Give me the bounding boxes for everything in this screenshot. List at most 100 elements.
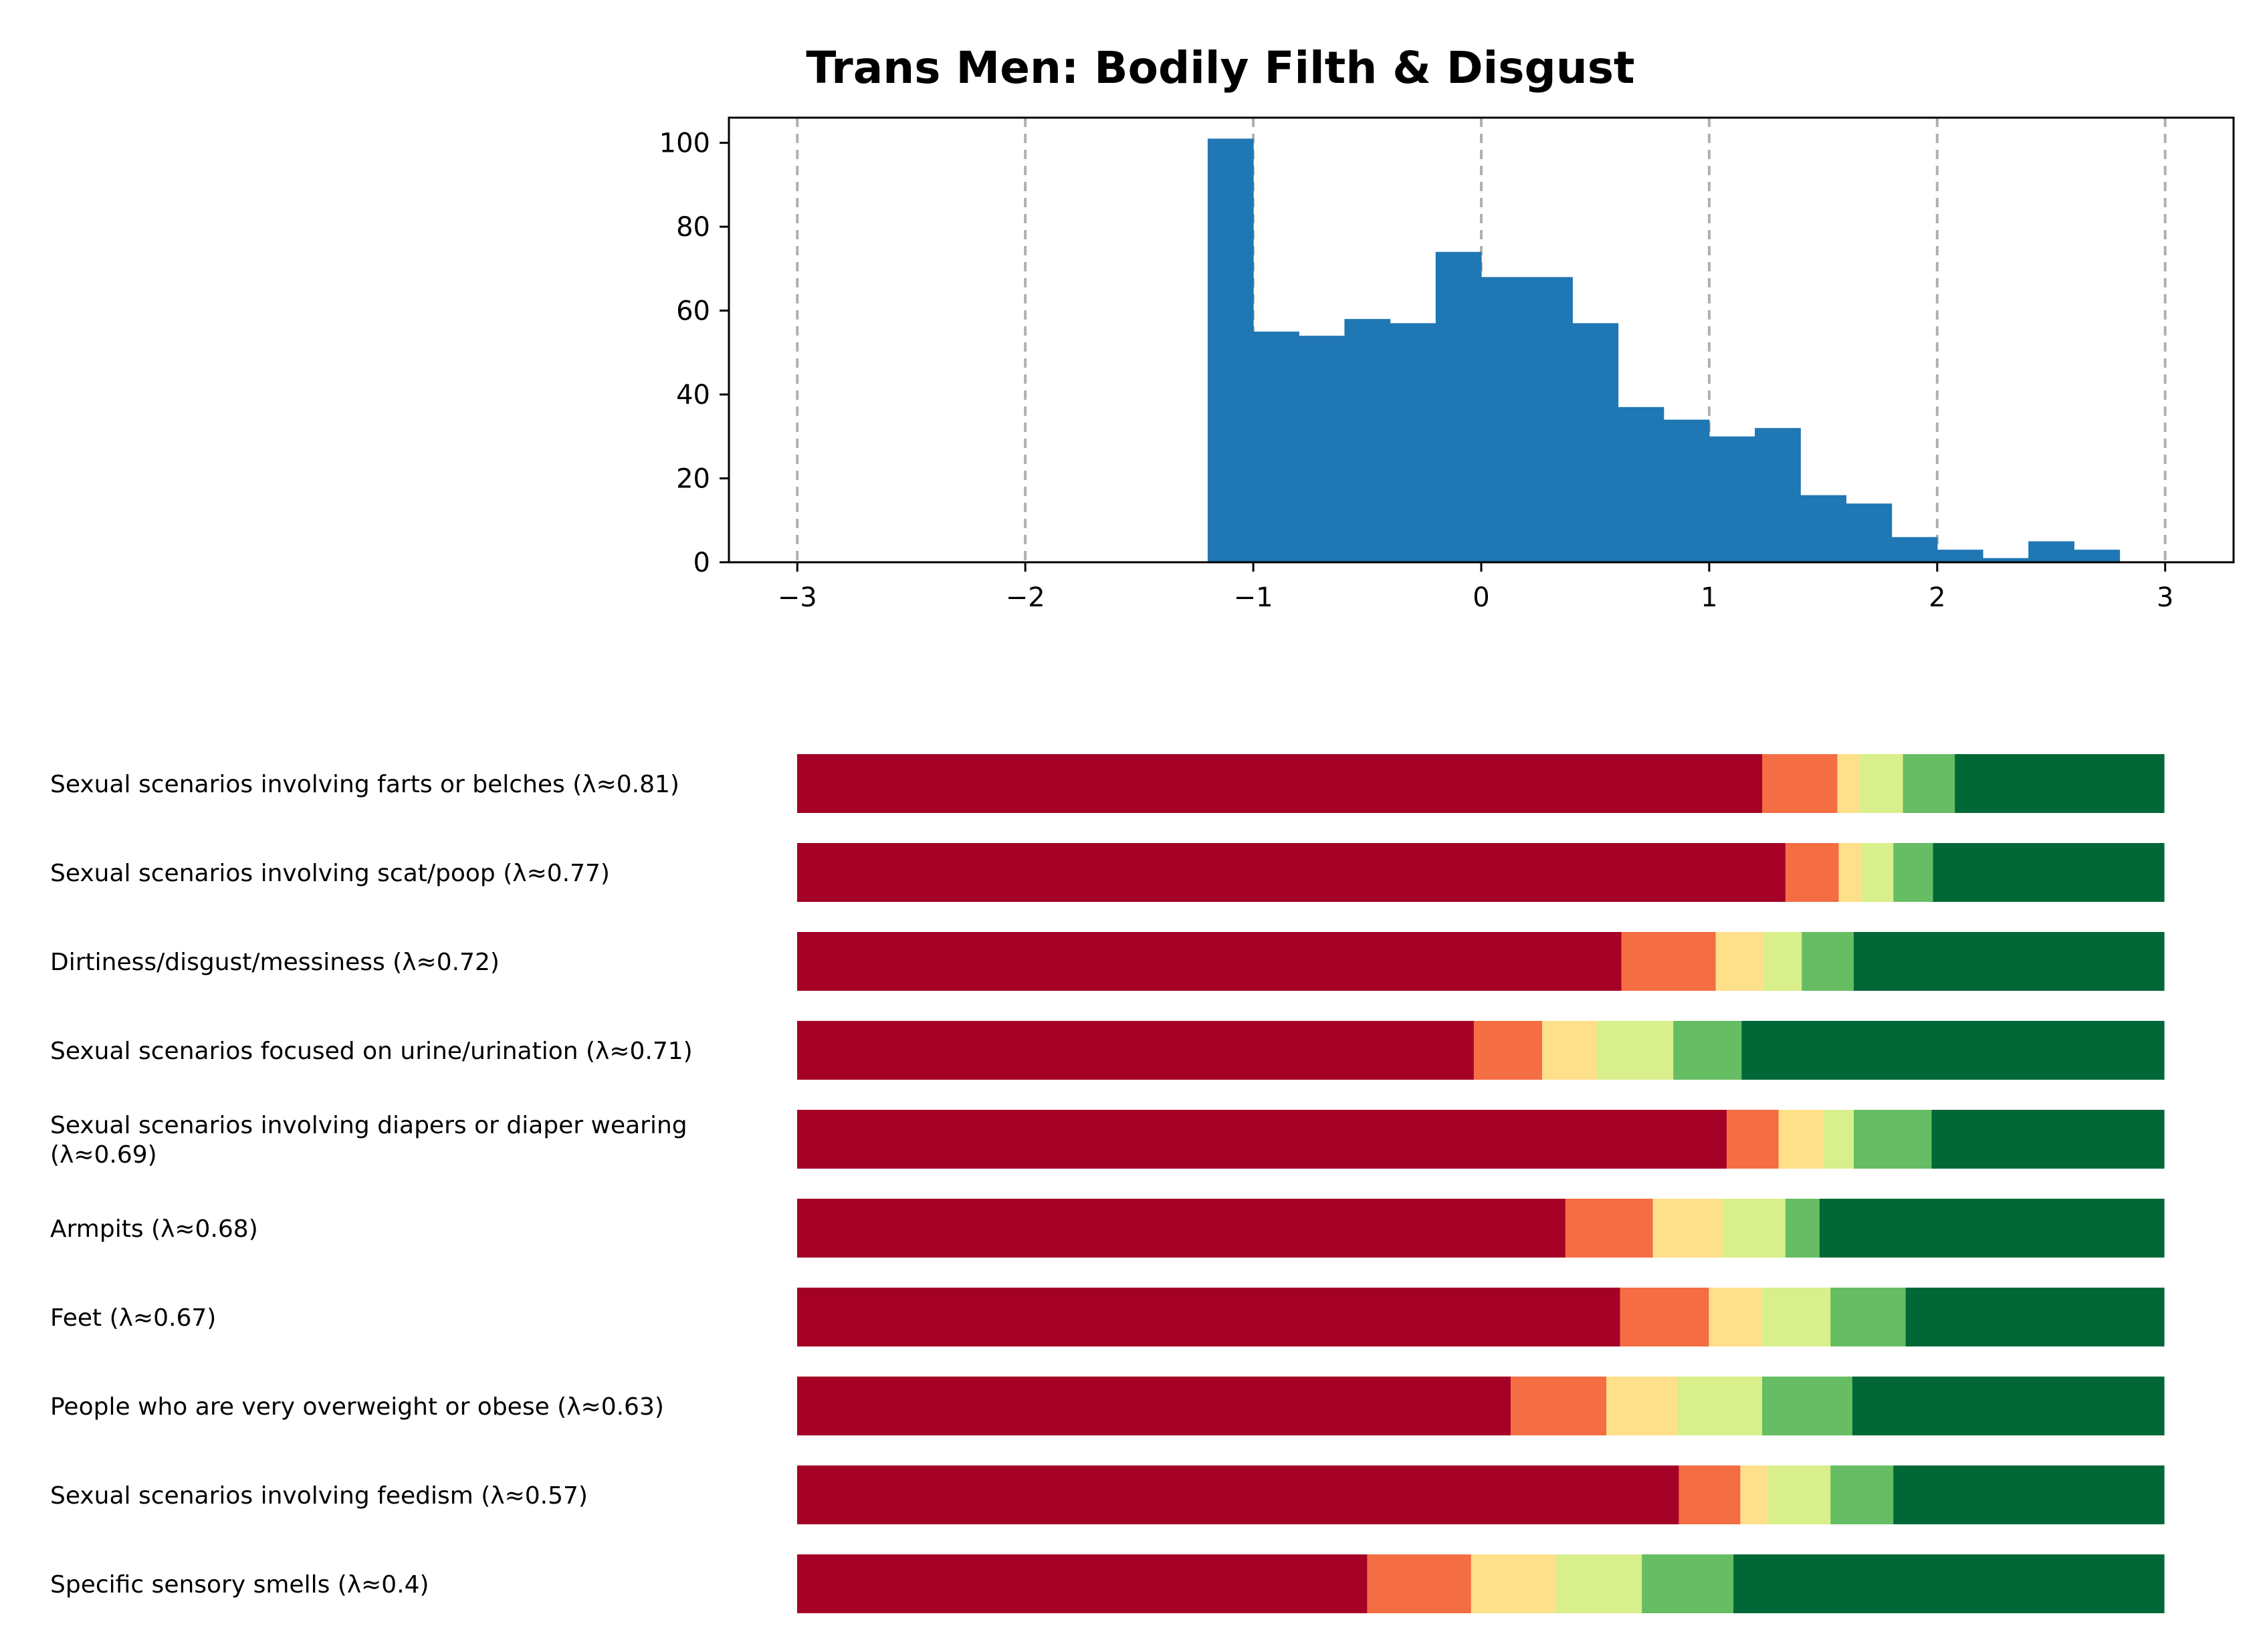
stacked-bar-segment	[797, 932, 1622, 991]
stacked-bar-segment	[1733, 1554, 2165, 1613]
histogram-bar	[1846, 503, 1893, 562]
x-tick-label: −3	[778, 582, 817, 613]
histogram-bar	[2074, 550, 2121, 562]
histogram-bar	[1618, 406, 1664, 562]
stacked-bar-segment	[1679, 1465, 1741, 1524]
stacked-bar-segment	[1955, 754, 2165, 813]
stacked-bar-segment	[1931, 1110, 2165, 1169]
stacked-bar-segment	[1510, 1377, 1607, 1435]
stacked-bar-segment	[1854, 1110, 1933, 1169]
histogram-bar	[1481, 277, 1527, 562]
y-tick-label: 60	[676, 296, 710, 327]
stacked-bar-segment	[1367, 1554, 1472, 1613]
stacked-bar-segment	[1819, 1199, 2165, 1258]
stacked-bar-segment	[1802, 932, 1854, 991]
category-label: Sexual scenarios focused on urine/urinat…	[50, 1038, 693, 1065]
stacked-bar-segment	[1767, 1465, 1831, 1524]
stacked-bar-segment	[1785, 843, 1840, 902]
histogram-bar	[1299, 336, 1345, 562]
stacked-bar-segment	[797, 754, 1763, 813]
stacked-bar-segment	[1541, 1021, 1598, 1080]
stacked-bar-segment	[1652, 1199, 1723, 1258]
y-tick-label: 100	[659, 128, 710, 159]
stacked-bar-segment	[797, 1199, 1566, 1258]
histogram-bars	[1207, 138, 2121, 562]
stacked-bar-segment	[1473, 1021, 1543, 1080]
stacked-bar-segment	[1830, 1288, 1907, 1346]
histogram-axes: −3 −2 −1 0 1 2 3 0 20 40 60 80 100	[659, 116, 2235, 613]
stacked-bar-segment	[1837, 754, 1860, 813]
histogram-bar	[1709, 436, 1755, 562]
category-label: Sexual scenarios involving farts or belc…	[50, 771, 679, 798]
histogram-bar	[1527, 277, 1573, 562]
histogram-bar	[1572, 323, 1619, 562]
stacked-bar-segment	[1838, 843, 1862, 902]
histogram-bar	[1891, 537, 1938, 562]
category-label: Sexual scenarios involving scat/poop (λ≈…	[50, 860, 610, 887]
y-tick-label: 0	[693, 548, 710, 578]
stacked-bar-segment	[1673, 1021, 1743, 1080]
stacked-bar-segment	[1621, 932, 1717, 991]
y-tick-label: 40	[676, 380, 710, 410]
x-tick-label: 0	[1473, 582, 1489, 613]
histogram-title: Trans Men: Bodily Filth & Disgust	[806, 42, 1634, 94]
stacked-bar-segment	[797, 1377, 1511, 1435]
stacked-bar-segment	[1903, 754, 1955, 813]
histogram-bar	[1435, 251, 1482, 562]
stacked-bar-segment	[1893, 843, 1934, 902]
stacked-bar-segment	[797, 1554, 1368, 1613]
stacked-bar-segment	[1715, 932, 1764, 991]
stacked-bar-segment	[1471, 1554, 1557, 1613]
stacked-bar-segment	[1852, 1377, 2165, 1435]
stacked-bar-segment	[1596, 1021, 1674, 1080]
stacked-bar-segment	[1854, 932, 2165, 991]
x-tick-label: 1	[1701, 582, 1717, 613]
stacked-bars	[797, 754, 2165, 1613]
stacked-bar-segment	[1762, 754, 1838, 813]
stacked-bar-segment	[1555, 1554, 1642, 1613]
category-label: Dirtiness/disgust/messiness (λ≈0.72)	[50, 949, 500, 976]
x-tick-label: −2	[1006, 582, 1045, 613]
histogram-bar	[1755, 428, 1801, 562]
stacked-bar-segment	[1565, 1199, 1654, 1258]
histogram-bar	[2028, 541, 2074, 562]
stacked-bar-segment	[1741, 1021, 2165, 1080]
stacked-bar-segment	[797, 1288, 1621, 1346]
stacked-bar-segment	[1862, 843, 1894, 902]
stacked-bar-segment	[797, 1110, 1727, 1169]
category-label: Armpits (λ≈0.68)	[50, 1215, 258, 1243]
category-label: Sexual scenarios involving diapers or di…	[50, 1112, 687, 1169]
stacked-bar-segment	[1677, 1377, 1763, 1435]
stacked-bar-segment	[1709, 1288, 1763, 1346]
histogram-bar	[1937, 550, 1983, 562]
histogram-bar	[1800, 495, 1847, 562]
stacked-bar-segment	[1830, 1465, 1894, 1524]
stacked-bar-segment	[1762, 1288, 1831, 1346]
stacked-bar-segment	[1893, 1465, 2165, 1524]
histogram-bar	[1663, 419, 1710, 562]
stacked-bar-segment	[797, 1465, 1679, 1524]
stacked-bar-segment	[1762, 1377, 1853, 1435]
y-tick-label: 20	[676, 464, 710, 495]
stacked-bar-segment	[1620, 1288, 1709, 1346]
stacked-bar-segment	[1785, 1199, 1820, 1258]
stacked-bar-segment	[1933, 843, 2165, 902]
category-label: Specific sensory smells (λ≈0.4)	[50, 1571, 429, 1599]
stacked-bar-segment	[1642, 1554, 1734, 1613]
x-tick-label: 2	[1929, 582, 1945, 613]
stacked-bar-segment	[1726, 1110, 1779, 1169]
stacked-bar-segment	[1740, 1465, 1768, 1524]
x-tick-label: −1	[1234, 582, 1273, 613]
y-tick-label: 80	[676, 212, 710, 243]
stacked-bar-category-labels: Sexual scenarios involving farts or belc…	[50, 771, 693, 1599]
stacked-bar-segment	[1824, 1110, 1854, 1169]
stacked-bar-segment	[1763, 932, 1802, 991]
stacked-bar-segment	[1905, 1288, 2165, 1346]
stacked-bar-segment	[797, 843, 1786, 902]
stacked-bar-segment	[1859, 754, 1904, 813]
histogram-bar	[1983, 558, 2029, 562]
stacked-bar-segment	[797, 1021, 1475, 1080]
histogram-bar	[1207, 138, 1254, 562]
category-label: Sexual scenarios involving feedism (λ≈0.…	[50, 1482, 588, 1510]
